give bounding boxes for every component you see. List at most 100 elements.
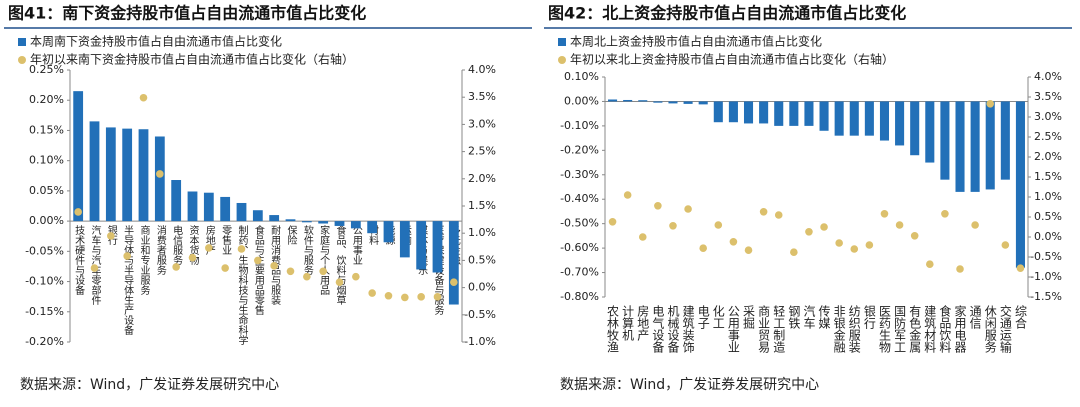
dot (820, 223, 828, 231)
dot (286, 267, 295, 276)
dot (1016, 264, 1025, 273)
y-tick-label: 0.00% (564, 94, 599, 107)
dot (986, 100, 995, 108)
dot (90, 264, 99, 272)
x-tick-label: 化工 (711, 305, 725, 329)
source: 数据来源：Wind，广发证券发展研究中心 (560, 377, 819, 393)
dot (910, 232, 919, 240)
bar (698, 101, 708, 105)
bar (203, 192, 214, 222)
bar (318, 221, 329, 224)
bar (955, 101, 965, 192)
dot (880, 210, 889, 218)
legend-label: 年初以来南下资金持股市值占自由流通市值占比变化（右轴） (30, 52, 354, 67)
bar (683, 101, 693, 104)
dot (926, 260, 934, 269)
chart-title: 图41：南下资金持股市值占自由流通市值占比变化 (8, 4, 366, 23)
bar (122, 128, 133, 222)
bar (334, 221, 345, 226)
dot (450, 278, 458, 286)
y2-tick-label: 0.5% (468, 253, 496, 266)
bar (638, 100, 648, 102)
dot (699, 244, 707, 252)
bar (154, 136, 165, 222)
bar (910, 101, 920, 156)
dot (254, 256, 262, 265)
x-tick-label: 综合 (1013, 305, 1027, 329)
x-tick-label: 传媒 (817, 304, 831, 329)
y-tick-label: 0.10% (29, 154, 64, 167)
bar (236, 202, 247, 222)
bar (1015, 101, 1025, 268)
bar (105, 127, 116, 222)
dot (850, 245, 859, 253)
y2-tick-label: 0.0% (1034, 230, 1062, 243)
y2-tick-label: 4.0% (468, 63, 496, 76)
bar (73, 91, 84, 222)
dot (759, 208, 768, 216)
y2-tick-label: 2.0% (468, 172, 496, 185)
bar (970, 101, 980, 192)
x-tick-label: 农林牧渔 (606, 305, 620, 353)
legend-label: 年初以来北上资金持股市值占自由流通市值占比变化（右轴） (570, 52, 894, 67)
x-tick-label: 商业贸易 (757, 304, 771, 354)
dot (123, 252, 131, 260)
y2-tick-label: 1.5% (1034, 170, 1062, 183)
x-tick-label: 电信服务 (171, 224, 183, 266)
bar (925, 101, 935, 163)
dot (941, 210, 949, 218)
bar (804, 101, 814, 126)
dot (139, 93, 148, 102)
x-tick-label: 零售业 (220, 225, 232, 255)
dot (270, 262, 278, 270)
dot (956, 265, 964, 273)
x-tick-label: 交通运输 (998, 304, 1012, 354)
bar (819, 101, 829, 131)
dot (319, 267, 327, 276)
dot (188, 253, 197, 262)
x-tick-label: 保险 (285, 224, 297, 246)
bar (367, 221, 378, 234)
x-tick-label: 医药生物 (877, 305, 891, 353)
bar (269, 215, 280, 222)
y2-tick-label: 3.0% (1034, 110, 1062, 123)
y-tick-label: -0.60% (560, 241, 599, 254)
legend-swatch (558, 56, 566, 64)
x-tick-label: 采掘 (742, 305, 756, 330)
legend-label: 本周北上资金持股市值占自由流通市值占比变化 (570, 34, 822, 49)
x-tick-label: 计算机 (621, 305, 635, 341)
x-tick-label: 纺织服装 (847, 305, 861, 354)
x-tick-label: 轻工制造 (772, 305, 786, 353)
y-tick-label: 0.00% (29, 214, 64, 227)
dot (608, 218, 617, 226)
dot (638, 233, 647, 241)
y-tick-label: -0.40% (560, 192, 599, 205)
dot (714, 221, 723, 229)
x-tick-label: 汽车 (802, 304, 816, 330)
y-tick-label: 0.25% (29, 63, 64, 76)
bar (713, 101, 723, 123)
source: 数据来源：Wind，广发证券发展研究中心 (20, 377, 279, 393)
bar (653, 101, 663, 103)
dot (401, 293, 409, 302)
y-tick-label: 0.05% (29, 184, 64, 197)
bar (728, 101, 738, 123)
dot (335, 278, 344, 286)
bar (849, 101, 859, 136)
y-tick-label: 0.20% (29, 93, 64, 106)
bar (743, 101, 754, 124)
y-tick-label: -0.15% (25, 305, 64, 318)
x-tick-label: 电子 (696, 305, 710, 329)
bar (1000, 101, 1010, 180)
y2-tick-label: 0.5% (1034, 210, 1062, 223)
x-tick-label: 软件与服务 (301, 224, 313, 276)
bar (138, 129, 149, 222)
x-tick-label: 建筑材料 (923, 305, 937, 353)
x-tick-label: 电气设备 (651, 305, 665, 354)
dot (107, 232, 115, 240)
dot (1001, 241, 1010, 249)
bar (350, 221, 361, 229)
y-tick-label: -0.20% (560, 143, 599, 156)
x-tick-label: 机械设备 (666, 305, 680, 354)
x-tick-label: 公用事业 (726, 305, 740, 353)
